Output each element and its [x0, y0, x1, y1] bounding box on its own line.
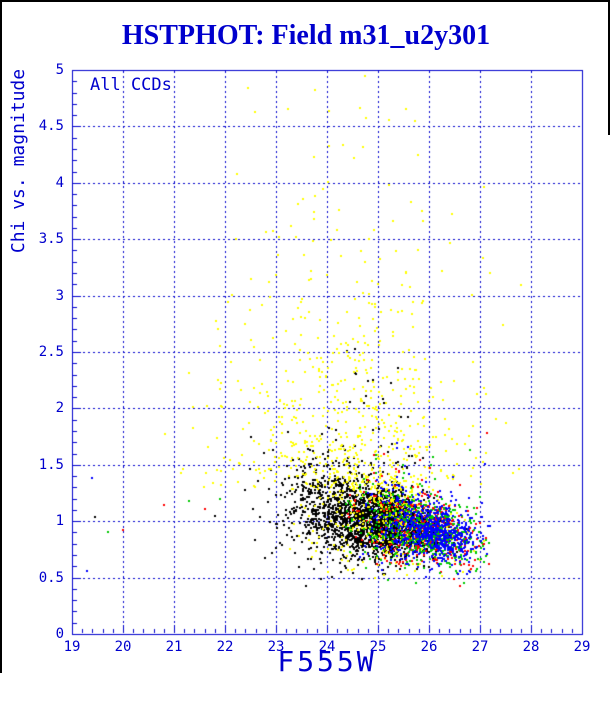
y-tick-label: 0: [55, 626, 64, 642]
x-tick-label: 21: [165, 639, 183, 655]
x-tick-label: 27: [471, 639, 489, 655]
y-tick-label: 3: [55, 287, 64, 304]
y-tick-label: 2.5: [38, 344, 64, 360]
y-tick-label: 4: [55, 174, 64, 191]
x-tick-label: 29: [573, 639, 591, 655]
y-tick-label: 1: [55, 513, 64, 530]
x-tick-label: 19: [63, 639, 81, 655]
y-tick-label: 2: [55, 400, 64, 417]
x-tick-label: 24: [318, 639, 336, 655]
x-tick-label: 28: [522, 639, 540, 655]
y-tick-label: 3.5: [38, 231, 64, 248]
y-tick-label: 0.5: [38, 569, 64, 586]
x-tick-label: 26: [420, 639, 438, 655]
x-tick-label: 22: [216, 639, 234, 655]
x-tick-label: 23: [267, 639, 285, 655]
y-tick-label: 5: [55, 62, 64, 78]
legend-all-ccds: All CCDs: [90, 75, 172, 95]
x-tick-label: 20: [114, 639, 132, 655]
x-tick-label: 25: [369, 639, 387, 655]
x-axis-label: F555W: [277, 645, 377, 678]
y-tick-label: 1.5: [38, 456, 64, 473]
y-tick-label: 4.5: [38, 118, 64, 135]
